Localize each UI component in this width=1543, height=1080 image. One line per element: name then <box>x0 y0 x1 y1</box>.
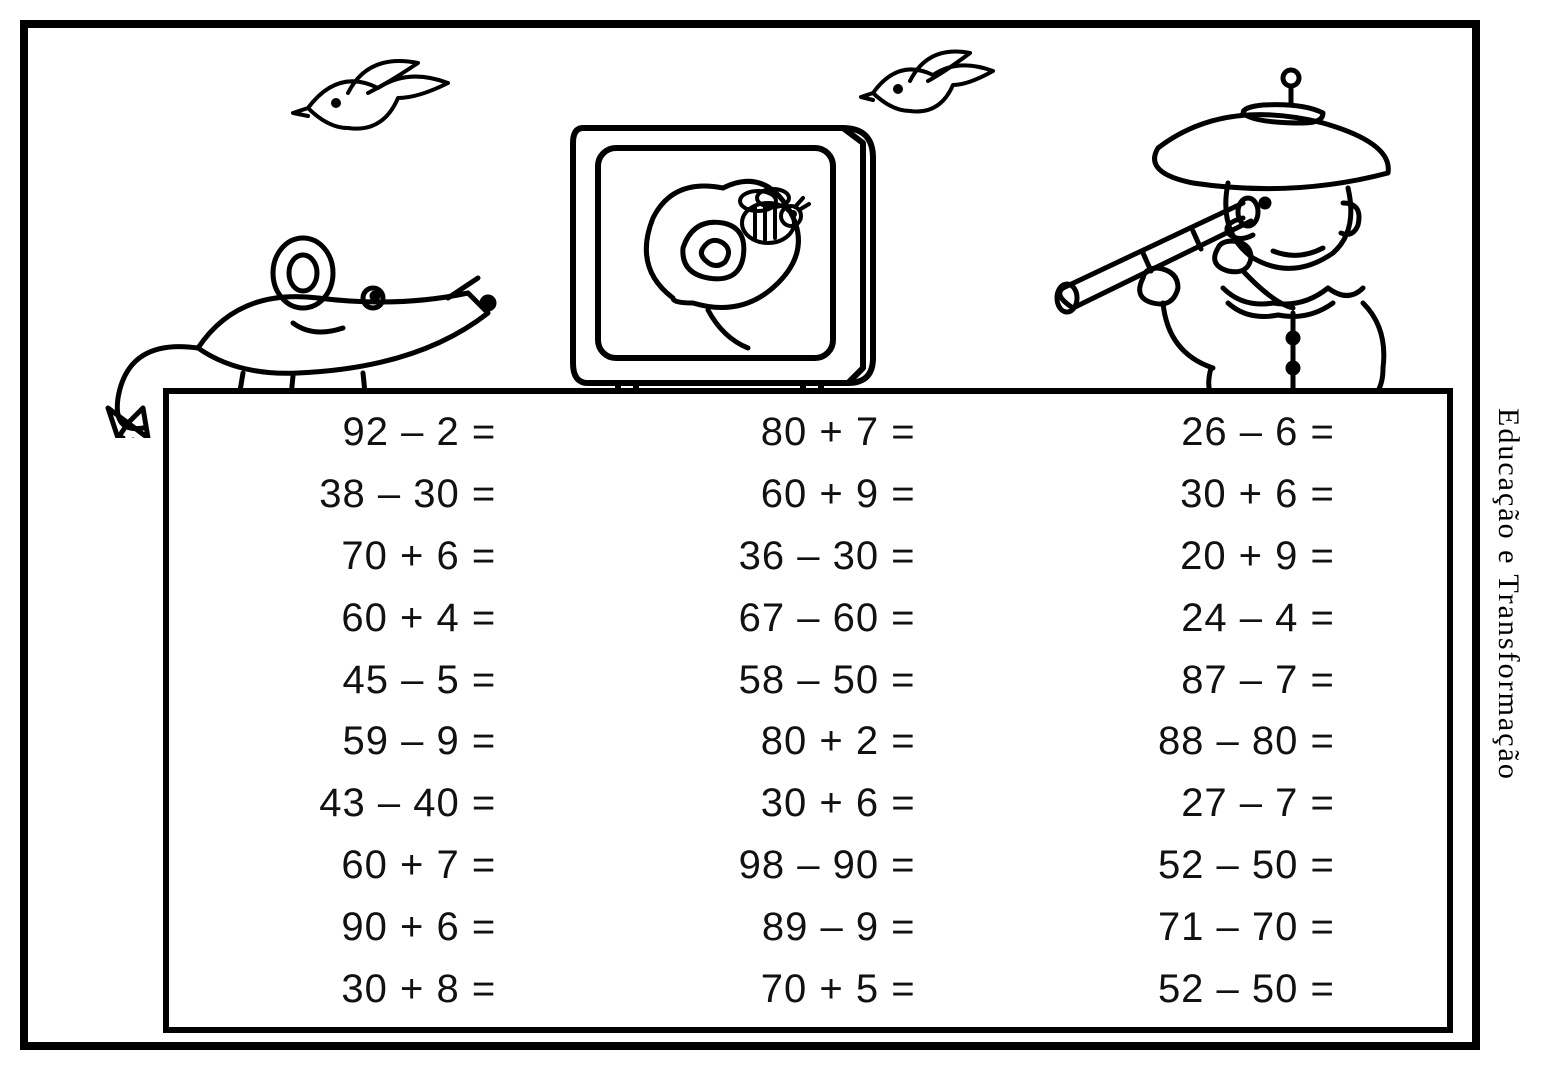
equation: 30 + 6 = <box>1020 474 1435 514</box>
equation: 45 – 5 = <box>181 660 596 700</box>
equation: 80 + 7 = <box>600 412 1015 452</box>
equation: 52 – 50 = <box>1020 969 1435 1009</box>
equation: 43 – 40 = <box>181 783 596 823</box>
equation: 89 – 9 = <box>600 907 1015 947</box>
equation: 36 – 30 = <box>600 536 1015 576</box>
equation: 70 + 6 = <box>181 536 596 576</box>
equation: 20 + 9 = <box>1020 536 1435 576</box>
equation: 98 – 90 = <box>600 845 1015 885</box>
bird-icon <box>288 38 458 148</box>
equation: 87 – 7 = <box>1020 660 1435 700</box>
side-label-text: Educação e Transformação <box>1491 408 1525 781</box>
equation: 80 + 2 = <box>600 721 1015 761</box>
equation: 30 + 6 = <box>600 783 1015 823</box>
problems-box: 92 – 2 = 38 – 30 = 70 + 6 = 60 + 4 = 45 … <box>163 388 1453 1033</box>
equation: 67 – 60 = <box>600 598 1015 638</box>
problems-column-1: 92 – 2 = 38 – 30 = 70 + 6 = 60 + 4 = 45 … <box>181 412 596 1009</box>
problems-column-2: 80 + 7 = 60 + 9 = 36 – 30 = 67 – 60 = 58… <box>600 412 1015 1009</box>
equation: 30 + 8 = <box>181 969 596 1009</box>
equation: 58 – 50 = <box>600 660 1015 700</box>
equation: 90 + 6 = <box>181 907 596 947</box>
side-label: Educação e Transformação <box>1488 408 1528 1048</box>
worksheet-page: 92 – 2 = 38 – 30 = 70 + 6 = 60 + 4 = 45 … <box>20 20 1480 1050</box>
tv-rose-bee-icon <box>563 98 893 398</box>
equation: 60 + 7 = <box>181 845 596 885</box>
equation: 70 + 5 = <box>600 969 1015 1009</box>
equation: 71 – 70 = <box>1020 907 1435 947</box>
equation: 60 + 9 = <box>600 474 1015 514</box>
equation: 60 + 4 = <box>181 598 596 638</box>
illustration-area <box>28 28 1472 388</box>
equation: 38 – 30 = <box>181 474 596 514</box>
person-telescope-icon <box>993 53 1433 403</box>
equation: 92 – 2 = <box>181 412 596 452</box>
equation: 27 – 7 = <box>1020 783 1435 823</box>
equation: 24 – 4 = <box>1020 598 1435 638</box>
problems-column-3: 26 – 6 = 30 + 6 = 20 + 9 = 24 – 4 = 87 –… <box>1020 412 1435 1009</box>
equation: 52 – 50 = <box>1020 845 1435 885</box>
equation: 88 – 80 = <box>1020 721 1435 761</box>
equation: 26 – 6 = <box>1020 412 1435 452</box>
equation: 59 – 9 = <box>181 721 596 761</box>
